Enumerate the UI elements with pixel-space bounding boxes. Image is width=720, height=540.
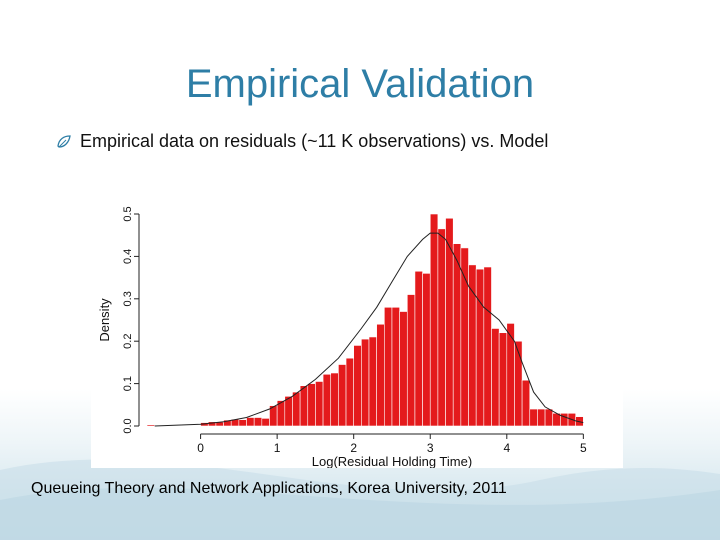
slide-title: Empirical Validation <box>185 62 535 106</box>
histogram-bar <box>146 424 155 427</box>
histogram-bar <box>437 228 446 427</box>
histogram-bar <box>253 417 263 427</box>
histogram-bar <box>246 417 255 427</box>
density-histogram-chart: 0.0 0.1 0.2 0.3 0.4 0.5 0 1 2 3 4 5 Density Log(Re… <box>91 176 623 468</box>
histogram-bar <box>468 264 477 427</box>
histogram-bar <box>483 266 492 427</box>
y-tick-label: 0.1 <box>122 376 134 391</box>
histogram-bar <box>368 336 377 427</box>
histogram-bar <box>491 328 500 427</box>
histogram-bar <box>292 391 301 427</box>
histogram-bar <box>391 306 400 427</box>
histogram-bar <box>307 383 316 427</box>
bullet-text: Empirical data on residuals (~11 K obser… <box>80 131 549 151</box>
chart-svg: 0.0 0.1 0.2 0.3 0.4 0.5 0 1 2 3 4 5 Density Log(Re… <box>97 206 587 468</box>
histogram-bar <box>361 338 370 427</box>
y-tick-label: 0.2 <box>122 334 134 349</box>
histogram-bar <box>384 306 393 427</box>
histogram-bar <box>460 247 469 427</box>
histogram-bar <box>315 381 324 427</box>
histogram-bar <box>299 385 309 427</box>
histogram-bar <box>422 273 431 427</box>
y-tick-label: 0.3 <box>122 291 134 306</box>
histogram-bar <box>537 408 546 427</box>
histogram-bar <box>345 357 354 427</box>
model-curve-group <box>154 232 584 427</box>
histogram-bar <box>399 311 408 427</box>
leaf-bullet-icon <box>57 134 71 148</box>
histogram-bar <box>429 213 439 427</box>
histogram-bar <box>506 323 515 427</box>
histogram-bar <box>452 243 462 427</box>
x-tick-label: 4 <box>503 441 510 455</box>
x-tick-label: 1 <box>274 441 281 455</box>
y-axis-label: Density <box>97 298 112 342</box>
histogram-bar <box>414 270 423 427</box>
histogram-bar <box>514 340 523 427</box>
histogram-bar <box>406 294 416 427</box>
y-tick-label: 0.5 <box>122 206 134 221</box>
footer-citation: Queueing Theory and Network Applications… <box>31 480 507 497</box>
x-tick-label: 0 <box>197 441 204 455</box>
bullet-item: Empirical data on residuals (~11 K obser… <box>56 131 548 152</box>
y-axis: 0.0 0.1 0.2 0.3 0.4 0.5 <box>122 206 140 434</box>
model-density-curve <box>154 232 584 427</box>
histogram-bar <box>475 268 485 427</box>
histogram-bar <box>261 418 270 427</box>
histogram-bar <box>330 372 339 427</box>
histogram-bar <box>445 217 454 427</box>
x-tick-label: 5 <box>580 441 587 455</box>
x-axis-label: Log(Residual Holding Time) <box>312 454 472 468</box>
y-tick-label: 0.0 <box>122 418 134 433</box>
x-axis: 0 1 2 3 4 5 <box>197 433 587 455</box>
histogram-bar <box>322 373 332 427</box>
bars-group <box>146 213 584 427</box>
x-tick-label: 2 <box>350 441 357 455</box>
histogram-bar <box>498 332 508 427</box>
histogram-bar <box>353 345 362 427</box>
x-tick-label: 3 <box>427 441 434 455</box>
histogram-bar <box>376 323 385 427</box>
y-tick-label: 0.4 <box>122 249 134 264</box>
histogram-bar <box>338 364 347 427</box>
histogram-bar <box>238 419 247 427</box>
histogram-bar <box>560 412 569 427</box>
histogram-bar <box>284 396 293 427</box>
histogram-bar <box>521 379 531 427</box>
histogram-bar <box>544 408 554 427</box>
histogram-bar <box>529 408 538 427</box>
